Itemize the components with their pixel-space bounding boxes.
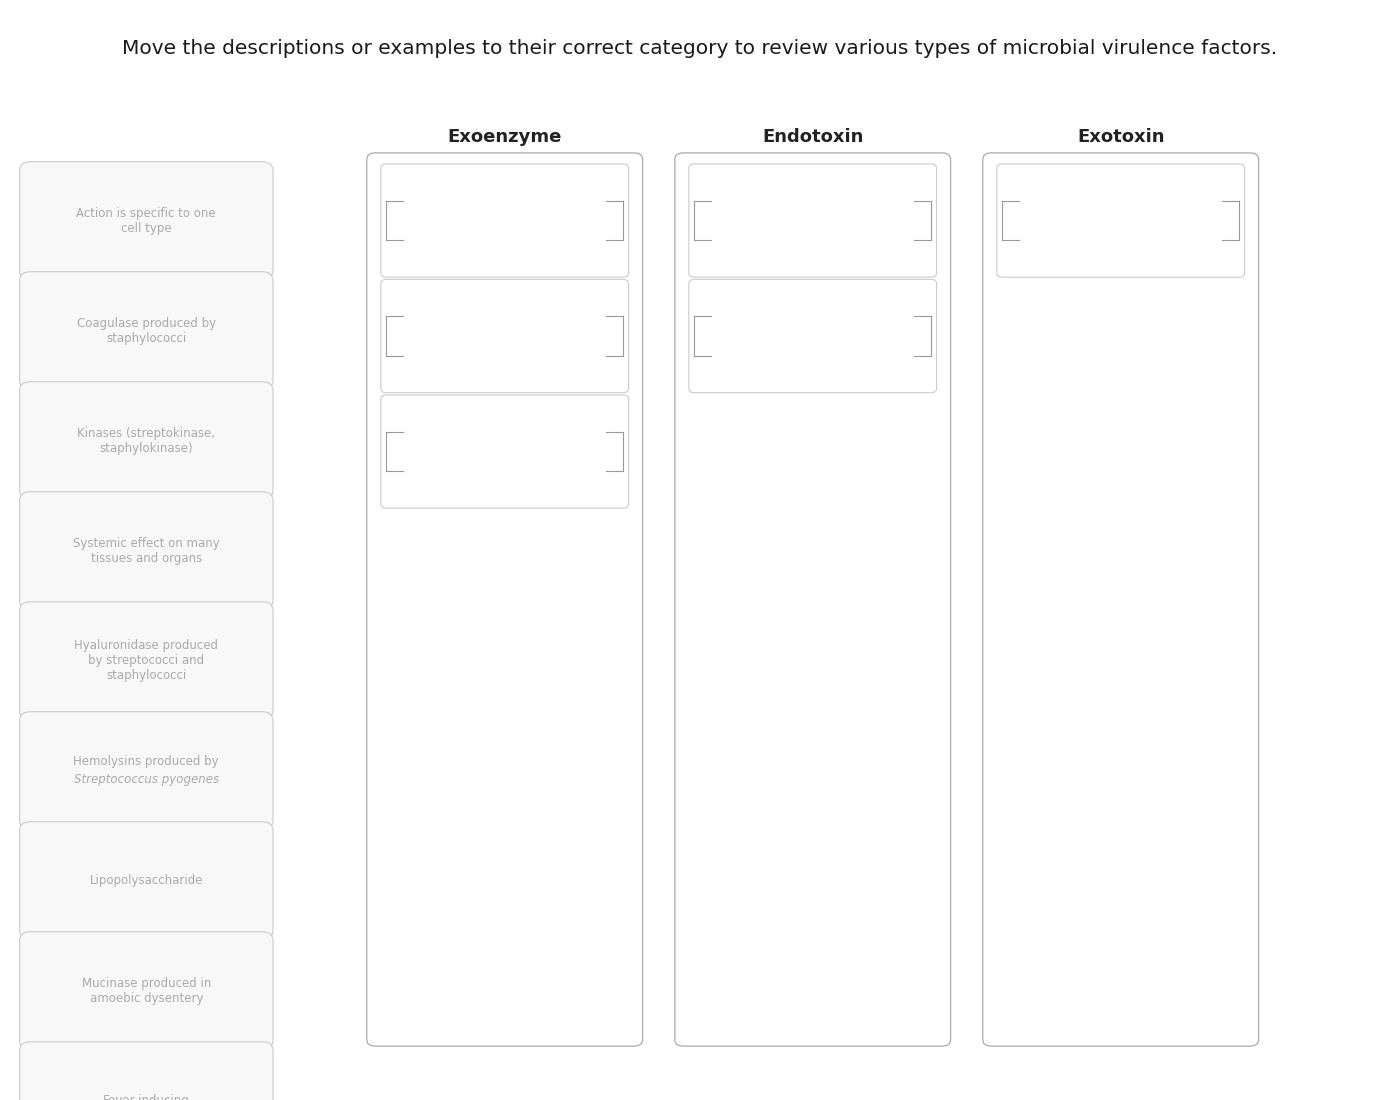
Text: Exotoxin: Exotoxin	[1077, 129, 1165, 146]
Text: Fever-inducing: Fever-inducing	[104, 1094, 189, 1100]
Text: Streptococcus pyogenes: Streptococcus pyogenes	[74, 773, 218, 785]
FancyBboxPatch shape	[20, 492, 273, 609]
FancyBboxPatch shape	[20, 822, 273, 939]
Text: Action is specific to one
cell type: Action is specific to one cell type	[77, 207, 216, 234]
FancyBboxPatch shape	[20, 162, 273, 279]
FancyBboxPatch shape	[381, 279, 629, 393]
Text: Coagulase produced by
staphylococci: Coagulase produced by staphylococci	[77, 317, 216, 344]
Text: Lipopolysaccharide: Lipopolysaccharide	[90, 874, 203, 887]
FancyBboxPatch shape	[689, 279, 937, 393]
FancyBboxPatch shape	[997, 164, 1245, 277]
Text: Systemic effect on many
tissues and organs: Systemic effect on many tissues and orga…	[73, 537, 220, 564]
FancyBboxPatch shape	[381, 395, 629, 508]
FancyBboxPatch shape	[20, 932, 273, 1049]
Text: Mucinase produced in
amoebic dysentery: Mucinase produced in amoebic dysentery	[81, 977, 211, 1004]
Text: Move the descriptions or examples to their correct category to review various ty: Move the descriptions or examples to the…	[122, 39, 1278, 57]
Text: Kinases (streptokinase,
staphylokinase): Kinases (streptokinase, staphylokinase)	[77, 427, 216, 454]
Text: Hyaluronidase produced
by streptococci and
staphylococci: Hyaluronidase produced by streptococci a…	[74, 639, 218, 682]
FancyBboxPatch shape	[20, 272, 273, 389]
FancyBboxPatch shape	[20, 382, 273, 499]
FancyBboxPatch shape	[675, 153, 951, 1046]
Text: Exoenzyme: Exoenzyme	[448, 129, 561, 146]
FancyBboxPatch shape	[689, 164, 937, 277]
FancyBboxPatch shape	[983, 153, 1259, 1046]
FancyBboxPatch shape	[20, 712, 273, 829]
FancyBboxPatch shape	[20, 602, 273, 719]
Text: Hemolysins produced by: Hemolysins produced by	[73, 756, 220, 768]
FancyBboxPatch shape	[20, 1042, 273, 1100]
FancyBboxPatch shape	[367, 153, 643, 1046]
FancyBboxPatch shape	[381, 164, 629, 277]
Text: Endotoxin: Endotoxin	[762, 129, 864, 146]
